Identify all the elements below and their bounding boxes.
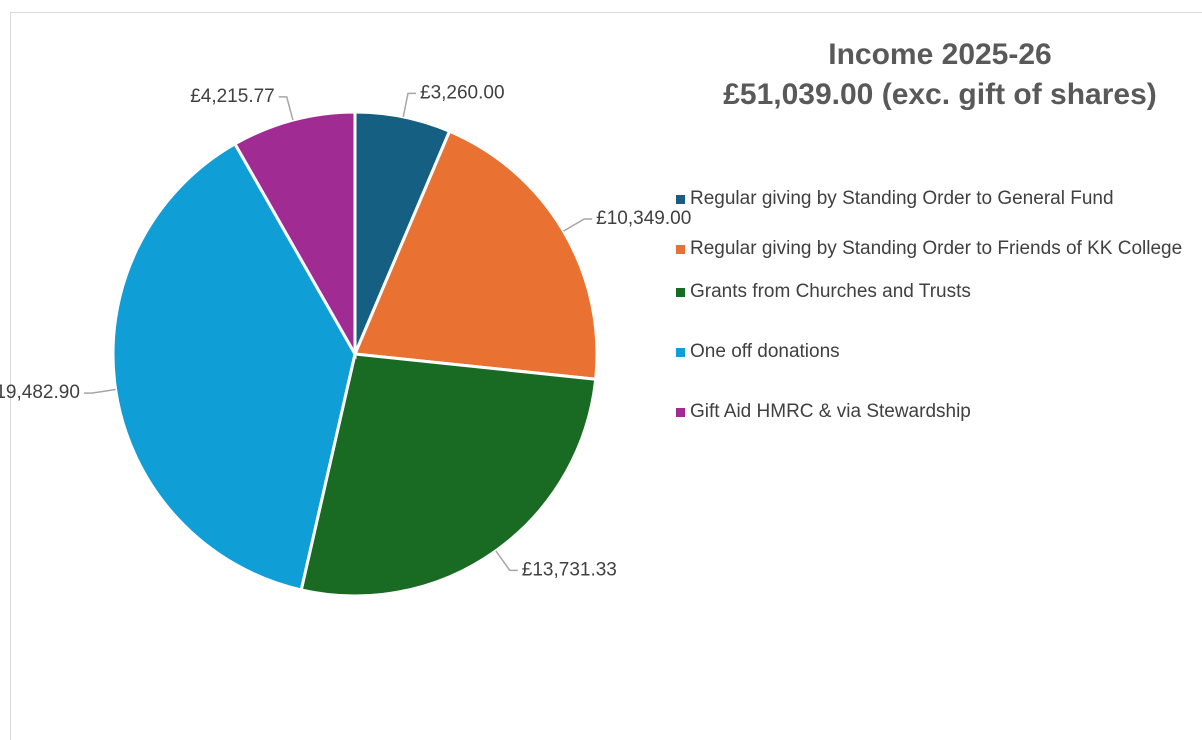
legend-item: Gift Aid HMRC & via Stewardship (672, 401, 1192, 423)
pie-slice (111, 141, 357, 592)
legend-swatch (676, 408, 685, 417)
data-label: £13,731.33 (522, 559, 617, 580)
leader-line (495, 550, 518, 572)
legend-swatch (676, 195, 685, 204)
legend-item: Grants from Churches and Trusts (672, 281, 1192, 303)
legend-label: Regular giving by Standing Order to Frie… (690, 238, 1183, 259)
legend-swatch (676, 288, 685, 297)
data-label: £4,215.77 (190, 86, 275, 107)
legend-swatch (676, 348, 685, 357)
legend-label: One off donations (690, 341, 840, 362)
chart-subtitle: £51,039.00 (exc. gift of shares) (723, 78, 1157, 111)
legend-item: One off donations (672, 341, 1192, 363)
leader-line (402, 92, 417, 118)
leader-line (83, 388, 116, 394)
data-label: £10,349.00 (596, 208, 691, 229)
pie-slice (232, 110, 357, 360)
legend-item: Regular giving by Standing Order to Frie… (672, 238, 1192, 260)
data-label: £3,260.00 (420, 82, 505, 103)
data-label: £19,482.90 (0, 382, 80, 403)
legend-swatch (676, 245, 685, 254)
chart-frame (10, 12, 1202, 740)
legend-label: Gift Aid HMRC & via Stewardship (690, 401, 971, 422)
leader-line (278, 96, 294, 121)
legend-item: Regular giving by Standing Order to Gene… (672, 188, 1192, 210)
legend-label: Grants from Churches and Trusts (690, 281, 971, 302)
chart-title: Income 2025-26 (828, 38, 1052, 71)
leader-line (563, 218, 593, 232)
legend-label: Regular giving by Standing Order to Gene… (690, 188, 1114, 209)
